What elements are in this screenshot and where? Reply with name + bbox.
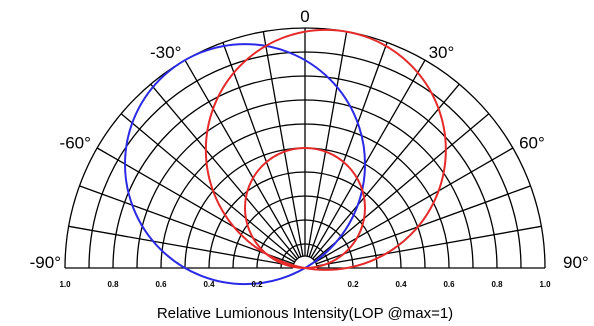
angular-grid-spoke bbox=[316, 185, 531, 265]
radial-tick-label: 0.6 bbox=[443, 280, 455, 289]
radial-tick-label: 0.8 bbox=[491, 280, 503, 289]
angular-grid-spoke bbox=[184, 59, 300, 258]
angular-grid-spoke bbox=[306, 31, 348, 257]
angular-grid-spoke bbox=[120, 113, 297, 261]
angular-grid-spoke bbox=[96, 147, 295, 263]
x-axis-label: Relative Lumionous Intensity(LOP @max=1) bbox=[157, 305, 453, 322]
series-curve bbox=[204, 28, 447, 271]
radial-tick-label: 0.6 bbox=[155, 280, 167, 289]
angular-grid-spoke bbox=[316, 225, 542, 267]
angular-grid-spoke bbox=[262, 31, 304, 257]
angle-label: 60° bbox=[519, 133, 545, 152]
angular-grid-spoke bbox=[313, 113, 490, 261]
series-curve bbox=[124, 43, 366, 286]
radial-tick-label: 1.0 bbox=[539, 280, 551, 289]
radial-tick-label: 0.8 bbox=[107, 280, 119, 289]
angular-grid-spoke bbox=[315, 147, 514, 263]
angular-grid-spoke bbox=[79, 185, 294, 265]
angular-grid-spoke bbox=[310, 59, 426, 258]
angle-label: -90° bbox=[30, 253, 61, 272]
radial-tick-label: 0.4 bbox=[395, 280, 407, 289]
angle-label: 0 bbox=[300, 7, 309, 26]
angle-label: -60° bbox=[60, 133, 91, 152]
radial-tick-label: 1.0 bbox=[59, 280, 71, 289]
radial-tick-label: 0.2 bbox=[347, 280, 359, 289]
angular-grid-spoke bbox=[308, 42, 388, 257]
angular-grid-spoke bbox=[312, 83, 460, 260]
radial-tick-label: 0.2 bbox=[251, 280, 263, 289]
series-curve bbox=[244, 147, 366, 269]
polar-grid bbox=[64, 27, 546, 269]
intensity-curves bbox=[124, 28, 447, 286]
radial-tick-labels: 1.0 0.8 0.6 0.4 0.2 0.2 0.4 0.6 0.8 1.0 bbox=[59, 280, 551, 289]
angle-labels: 0 -30° 30° -60° 60° -90° 90° bbox=[30, 7, 589, 272]
angular-grid-spoke bbox=[222, 42, 302, 257]
angular-grid-spoke bbox=[68, 225, 294, 267]
radial-tick-label: 0.4 bbox=[203, 280, 215, 289]
angle-label: 90° bbox=[563, 253, 589, 272]
angle-label: -30° bbox=[150, 43, 181, 62]
angle-label: 30° bbox=[429, 43, 455, 62]
angular-grid-spoke bbox=[150, 83, 298, 260]
